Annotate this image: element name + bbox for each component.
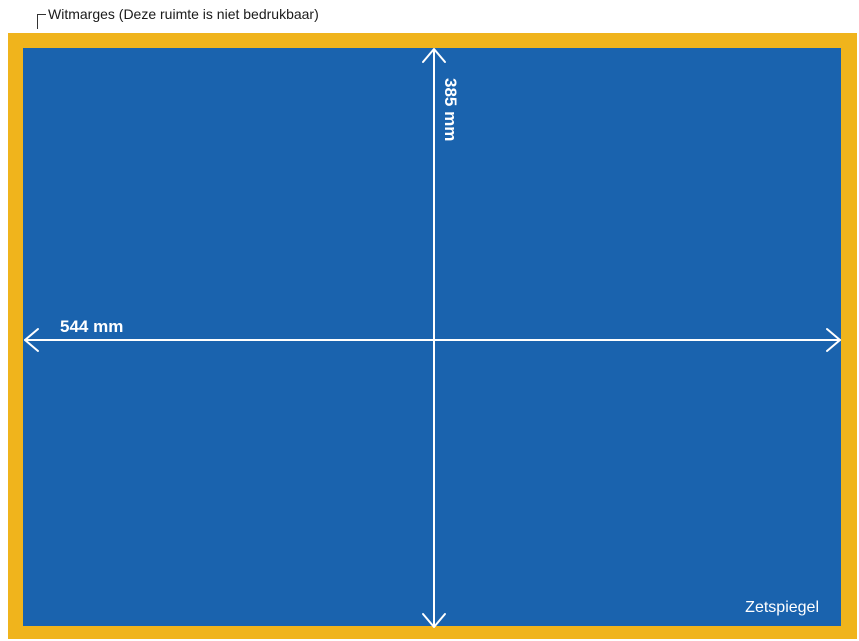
width-arrow-head-left <box>24 328 39 352</box>
height-dimension-label: 385 mm <box>441 78 460 141</box>
width-dimension-label: 544 mm <box>60 317 123 336</box>
height-arrow-head-top <box>422 48 446 63</box>
type-area-label: Zetspiegel <box>745 599 819 616</box>
height-arrow-head-bottom <box>422 613 446 628</box>
margin-note: Witmarges (Deze ruimte is niet bedrukbaa… <box>48 6 319 22</box>
type-area <box>23 48 841 626</box>
margin-leader-line <box>37 14 46 29</box>
width-arrow-head-right <box>826 328 841 352</box>
